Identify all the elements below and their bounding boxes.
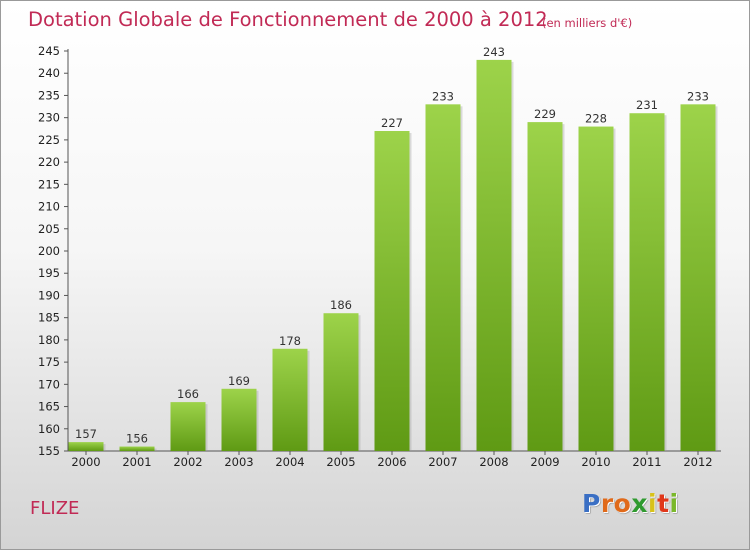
bar-2009 [527, 122, 563, 451]
y-tick-label: 220 [38, 155, 60, 169]
value-label: 186 [330, 298, 352, 312]
y-tick-label: 155 [38, 444, 60, 458]
x-tick-label: 2006 [377, 455, 406, 469]
bar-2007 [425, 104, 461, 451]
logo-letter: i [648, 489, 658, 518]
bar-2002 [170, 402, 206, 451]
bar-2000 [68, 442, 104, 451]
bar-2004 [272, 348, 308, 451]
logo-letter: t [657, 489, 670, 518]
value-label: 233 [687, 89, 709, 103]
y-tick-label: 245 [38, 44, 60, 58]
y-tick-label: 160 [38, 422, 60, 436]
x-tick-label: 2010 [581, 455, 610, 469]
y-tick-label: 240 [38, 66, 60, 80]
logo-letter: x [631, 489, 648, 518]
y-tick-label: 230 [38, 111, 60, 125]
x-tick-label: 2011 [632, 455, 661, 469]
x-tick-label: 2008 [479, 455, 508, 469]
y-tick-label: 195 [38, 266, 60, 280]
x-tick-label: 2003 [224, 455, 253, 469]
x-tick-label: 2001 [122, 455, 151, 469]
bar-2005 [323, 313, 359, 451]
value-label: 166 [177, 387, 199, 401]
x-tick-label: 2000 [71, 455, 100, 469]
y-tick-label: 215 [38, 177, 60, 191]
y-tick-label: 180 [38, 333, 60, 347]
y-tick-label: 205 [38, 222, 60, 236]
commune-name: FLIZE [30, 498, 80, 519]
x-tick-label: 2012 [683, 455, 712, 469]
bar-2003 [221, 388, 257, 451]
bar-2012 [680, 104, 716, 451]
value-label: 156 [126, 432, 148, 446]
value-label: 231 [636, 98, 658, 112]
x-tick-label: 2004 [275, 455, 304, 469]
value-label: 169 [228, 374, 250, 388]
logo-letter: P [582, 489, 601, 518]
bar-2008 [476, 59, 512, 452]
y-tick-label: 200 [38, 244, 60, 258]
logo-letter: o [613, 489, 632, 518]
x-tick-label: 2002 [173, 455, 202, 469]
logo-letter: i [669, 489, 679, 518]
x-tick-label: 2007 [428, 455, 457, 469]
proxiti-logo[interactable]: Proxiti [582, 489, 679, 518]
y-tick-label: 190 [38, 288, 60, 302]
y-tick-label: 165 [38, 400, 60, 414]
value-label: 178 [279, 334, 301, 348]
chart-subtitle: (en milliers d'€) [542, 16, 633, 30]
y-tick-label: 175 [38, 355, 60, 369]
y-tick-label: 170 [38, 377, 60, 391]
value-label: 229 [534, 107, 556, 121]
value-label: 157 [75, 427, 97, 441]
logo-letter: r [600, 489, 614, 518]
y-tick-label: 210 [38, 200, 60, 214]
value-label: 233 [432, 89, 454, 103]
y-tick-label: 185 [38, 311, 60, 325]
bar-2001 [119, 446, 155, 451]
bars [68, 59, 718, 452]
value-label: 228 [585, 112, 607, 126]
x-tick-label: 2005 [326, 455, 355, 469]
y-tick-label: 235 [38, 88, 60, 102]
chart-title: Dotation Globale de Fonctionnement de 20… [28, 8, 548, 31]
bar-2011 [629, 113, 665, 451]
y-tick-label: 225 [38, 133, 60, 147]
value-label: 243 [483, 45, 505, 59]
value-label: 227 [381, 116, 403, 130]
bar-2010 [578, 126, 614, 452]
bar-2006 [374, 131, 410, 451]
x-tick-label: 2009 [530, 455, 559, 469]
value-labels: 157 156 166 169 178 186 227 233 243 229 228 231 233 [75, 45, 709, 446]
